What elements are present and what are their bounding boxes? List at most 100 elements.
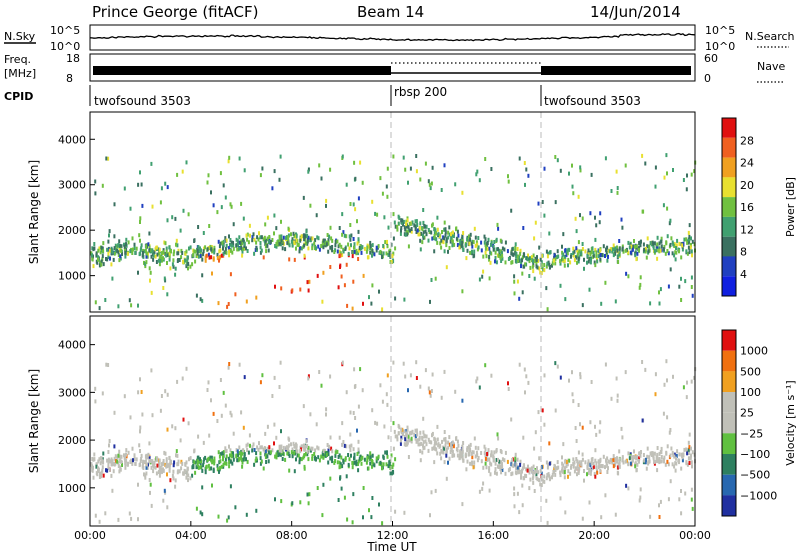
noise-tick-top-left: 10^5	[50, 24, 80, 37]
velocity-point	[642, 453, 645, 457]
power-point	[654, 184, 657, 189]
power-point	[624, 163, 627, 168]
velocity-point	[373, 463, 376, 468]
power-point	[627, 240, 630, 245]
power-point	[341, 253, 344, 257]
velocity-point	[303, 454, 306, 459]
velocity-point	[262, 447, 265, 452]
velocity-point	[228, 464, 231, 469]
velocity-point	[416, 432, 419, 437]
velocity-point	[100, 456, 103, 461]
power-point	[649, 301, 652, 306]
power-point	[402, 219, 405, 224]
power-point	[666, 249, 669, 253]
velocity-point	[187, 473, 190, 478]
power-point	[298, 249, 301, 254]
power-point	[192, 252, 195, 257]
power-point	[586, 253, 589, 258]
power-point	[368, 295, 370, 300]
velocity-point	[488, 466, 491, 471]
power-point	[424, 161, 427, 166]
power-point	[423, 235, 426, 240]
power-point	[208, 224, 211, 228]
velocity-point	[218, 460, 221, 465]
velocity-point	[127, 450, 130, 455]
y-tick-label: 4000	[58, 339, 86, 352]
power-point	[524, 262, 527, 267]
power-point	[499, 255, 502, 260]
velocity-point	[240, 456, 243, 461]
velocity-point	[583, 478, 585, 483]
power-point	[116, 248, 119, 253]
velocity-point	[616, 456, 618, 461]
noise-tick-bottom-right: 10^0	[705, 40, 735, 53]
velocity-point	[659, 459, 662, 464]
power-point	[163, 276, 166, 281]
velocity-point	[435, 441, 437, 446]
velocity-point	[488, 488, 491, 493]
power-point	[306, 233, 309, 238]
velocity-point	[284, 457, 287, 462]
power-point	[352, 237, 355, 241]
velocity-point	[576, 472, 578, 477]
power-point	[668, 221, 671, 226]
velocity-point	[98, 475, 101, 479]
velocity-point	[357, 462, 360, 466]
velocity-point	[430, 490, 433, 495]
power-point	[348, 246, 351, 251]
power-point	[198, 249, 201, 254]
velocity-point	[691, 464, 693, 469]
velocity-point	[461, 445, 464, 450]
power-point	[612, 243, 615, 248]
power-point	[643, 247, 646, 252]
velocity-point	[113, 456, 116, 461]
power-point	[187, 261, 190, 266]
velocity-point	[488, 457, 491, 462]
power-point	[458, 245, 461, 250]
velocity-point	[217, 450, 220, 455]
velocity-point	[402, 429, 405, 434]
power-point	[589, 257, 592, 262]
power-point	[246, 237, 249, 242]
power-point	[632, 244, 635, 249]
velocity-point	[572, 462, 575, 466]
velocity-point	[473, 436, 476, 441]
velocity-point	[501, 465, 504, 469]
power-point	[483, 240, 486, 245]
velocity-point	[164, 451, 167, 456]
velocity-point	[386, 402, 389, 407]
power-point	[633, 239, 635, 243]
power-point	[303, 237, 306, 242]
power-point	[566, 251, 569, 256]
velocity-point	[594, 448, 597, 453]
power-point	[540, 263, 543, 268]
velocity-point	[341, 360, 344, 365]
power-point	[225, 250, 228, 255]
velocity-point	[539, 482, 542, 487]
velocity-point	[371, 453, 374, 458]
velocity-point	[690, 460, 693, 465]
power-point	[561, 250, 564, 255]
y-tick-label: 2000	[58, 224, 86, 237]
power-point	[604, 280, 607, 285]
power-panel-frame	[89, 111, 696, 313]
velocity-point	[545, 476, 548, 481]
power-point	[204, 258, 207, 263]
velocity-point	[201, 485, 204, 490]
colorbar-band	[722, 197, 736, 217]
colorbar-band	[722, 474, 736, 496]
power-point	[386, 244, 389, 249]
power-point	[346, 303, 349, 308]
power-point	[186, 255, 189, 260]
velocity-point	[338, 435, 341, 440]
power-point	[536, 255, 538, 260]
velocity-point	[540, 483, 543, 487]
power-point	[142, 250, 144, 255]
power-point	[518, 296, 521, 301]
velocity-point	[213, 456, 216, 461]
power-point	[579, 165, 582, 170]
power-point	[379, 176, 382, 181]
power-point	[97, 248, 100, 253]
velocity-point	[670, 446, 673, 451]
velocity-point	[458, 456, 461, 461]
